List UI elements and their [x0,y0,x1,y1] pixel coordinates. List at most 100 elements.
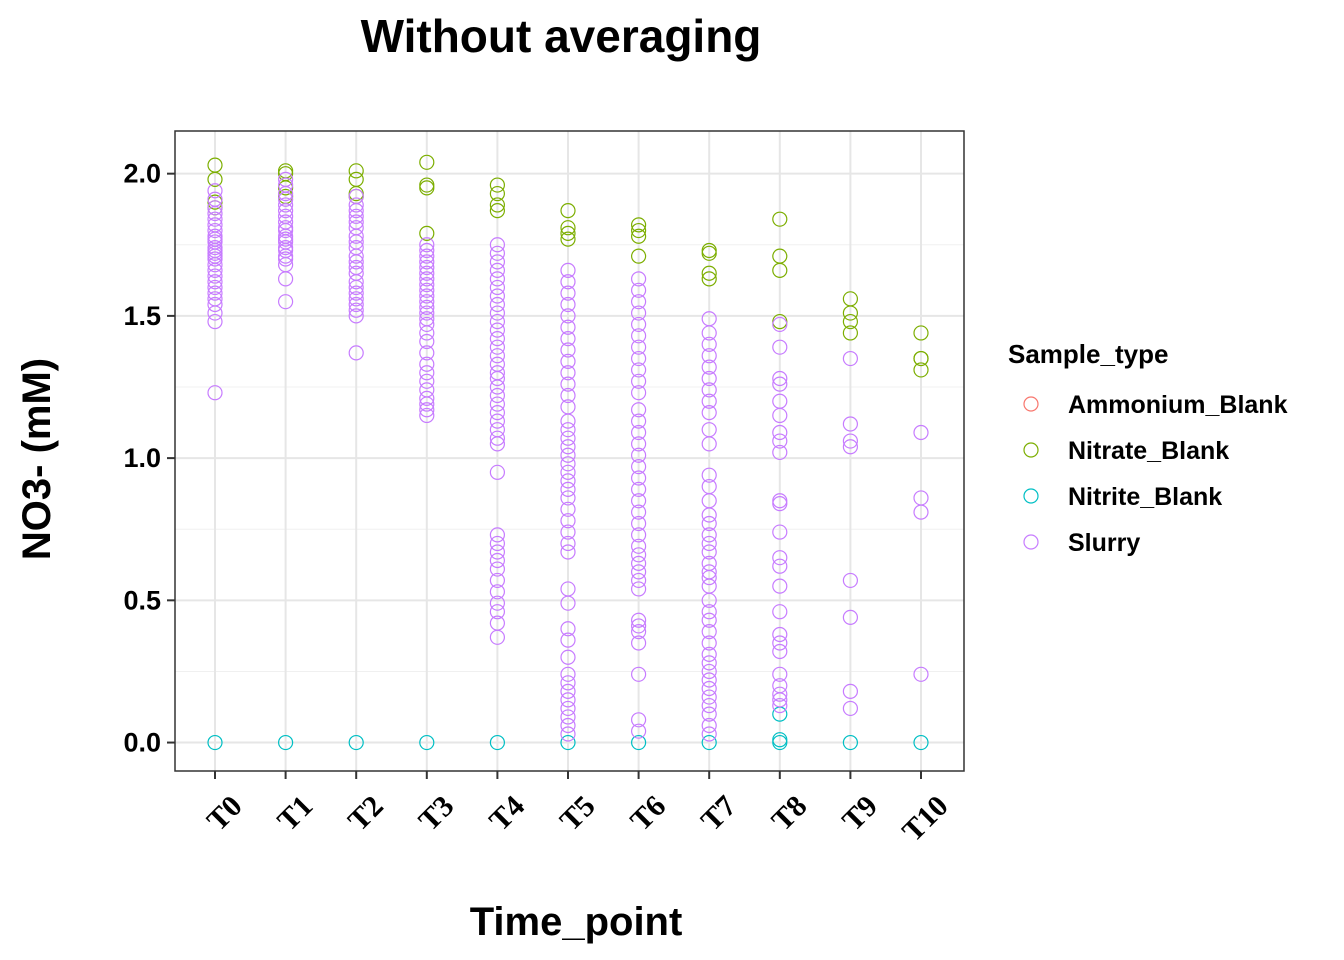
data-point [630,248,647,264]
data-point [842,439,859,455]
data-point [772,578,788,594]
data-point [560,285,576,301]
data-point [913,424,929,441]
legend-key [1023,534,1039,550]
data-point [419,242,435,259]
data-point [419,402,435,418]
legend-label: Nitrate_Blank [1068,437,1229,465]
data-point [701,635,717,651]
data-point [630,402,647,418]
data-point [560,632,576,648]
legend-label: Ammonium_Blank [1068,391,1288,419]
data-point [701,348,717,364]
data-point [630,564,647,580]
data-point [419,294,435,310]
data-point [560,439,576,455]
data-point [701,271,717,287]
data-point [842,734,859,751]
legend-title: Sample_type [1008,339,1168,369]
data-point [489,313,505,330]
data-point [419,288,435,304]
data-point [560,430,576,446]
data-point [772,316,788,333]
data-point [278,191,294,207]
data-point [419,282,435,298]
data-point [489,413,505,429]
data-point [348,734,364,751]
data-point [489,245,505,261]
data-point [772,692,788,708]
data-point [842,433,859,449]
data-point [489,430,505,446]
data-point [560,413,576,429]
data-point [772,524,788,540]
data-point [913,350,929,367]
data-point [278,734,294,751]
data-point [560,709,576,725]
y-tick-label: 0.5 [123,585,161,615]
data-point [701,265,717,281]
data-point [560,700,576,717]
data-point [701,680,717,697]
data-point [772,424,788,441]
data-point [560,621,576,637]
data-point [489,370,505,387]
data-point [489,396,505,412]
data-point [630,470,647,486]
data-point [630,385,647,401]
data-point [278,271,294,287]
y-axis: 0.0 0.5 1.0 1.5 2.0 [123,159,175,758]
data-point [560,734,576,751]
data-point [560,595,576,611]
data-point [419,254,435,270]
data-point [842,305,859,321]
data-point [419,259,435,276]
data-point [701,527,717,543]
y-tick-label: 0.0 [123,728,161,758]
data-point [913,362,929,378]
data-point [348,163,364,179]
data-point [560,490,576,506]
data-point [419,316,435,333]
data-point [207,296,223,313]
data-point [489,339,505,355]
data-point [701,507,717,523]
data-point [701,592,717,608]
data-point [419,299,435,315]
data-point [207,200,223,216]
data-point [913,325,929,341]
data-point [278,222,294,239]
data-point [419,225,435,241]
data-point [560,535,576,552]
data-point [630,282,647,298]
data-point [348,285,364,301]
data-point [630,504,647,520]
data-point [207,274,223,290]
data-point [207,734,223,751]
data-point [772,376,788,392]
data-point [772,558,788,574]
data-point [560,473,576,489]
data-point [207,171,223,187]
data-point [348,254,364,270]
data-point [489,552,505,569]
data-point [701,245,717,261]
data-point [348,208,364,224]
data-point [701,689,717,705]
data-point [630,723,647,739]
data-point [630,493,647,509]
data-point [489,734,505,751]
data-point [560,692,576,708]
data-point [701,646,717,662]
data-point [772,697,788,714]
data-point [560,376,576,392]
data-point [489,262,505,278]
data-point [701,405,717,421]
legend-key [1023,442,1039,458]
data-point [419,277,435,293]
data-point [630,666,647,682]
data-point [489,535,505,552]
data-point [560,308,576,324]
data-point [489,331,505,347]
data-point [489,296,505,313]
